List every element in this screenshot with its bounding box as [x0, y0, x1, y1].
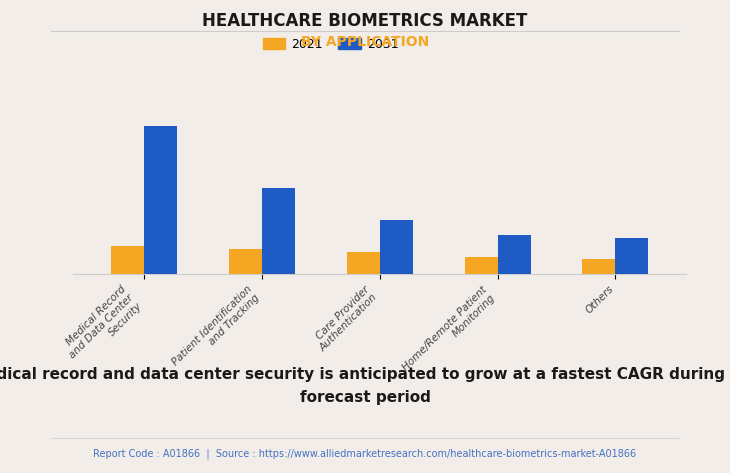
Bar [498, 235, 531, 274]
Bar [380, 219, 412, 274]
Bar [347, 253, 380, 274]
Bar [111, 246, 144, 274]
Bar [464, 257, 498, 274]
Legend: 2021, 2031: 2021, 2031 [258, 33, 404, 55]
Text: Medical record and data center security is anticipated to grow at a fastest CAGR: Medical record and data center security … [0, 367, 730, 382]
Bar [228, 249, 261, 274]
Bar [615, 238, 648, 274]
Text: forecast period: forecast period [299, 390, 431, 405]
Text: HEALTHCARE BIOMETRICS MARKET: HEALTHCARE BIOMETRICS MARKET [202, 12, 528, 30]
Bar [583, 259, 615, 274]
Bar [261, 188, 295, 274]
Bar [144, 126, 177, 274]
Text: BY APPLICATION: BY APPLICATION [301, 35, 429, 50]
Text: Report Code : A01866  |  Source : https://www.alliedmarketresearch.com/healthcar: Report Code : A01866 | Source : https://… [93, 448, 637, 459]
